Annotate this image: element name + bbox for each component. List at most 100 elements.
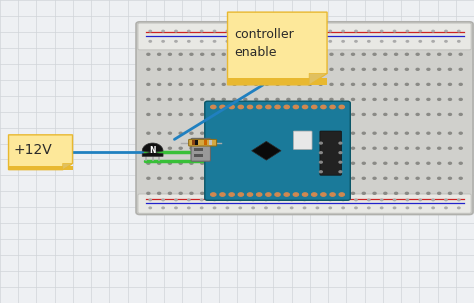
Circle shape — [210, 105, 216, 109]
Circle shape — [222, 113, 225, 115]
Circle shape — [226, 199, 228, 201]
Circle shape — [381, 30, 383, 32]
Circle shape — [239, 207, 241, 209]
Circle shape — [229, 105, 234, 109]
Circle shape — [373, 177, 376, 179]
Circle shape — [394, 53, 398, 55]
Circle shape — [158, 192, 161, 194]
Circle shape — [265, 83, 268, 85]
Circle shape — [309, 147, 311, 149]
Circle shape — [158, 147, 161, 149]
Text: controller
enable: controller enable — [235, 28, 294, 59]
Circle shape — [368, 30, 370, 32]
Circle shape — [190, 53, 193, 55]
Circle shape — [298, 132, 301, 134]
Circle shape — [427, 53, 430, 55]
Circle shape — [233, 98, 236, 100]
Circle shape — [448, 98, 451, 100]
Circle shape — [168, 68, 172, 70]
Circle shape — [162, 199, 164, 201]
Circle shape — [293, 105, 299, 109]
Circle shape — [384, 113, 387, 115]
Circle shape — [265, 147, 268, 149]
Circle shape — [276, 53, 279, 55]
Circle shape — [213, 207, 216, 209]
Circle shape — [342, 41, 344, 42]
Circle shape — [384, 177, 387, 179]
Circle shape — [341, 132, 344, 134]
Circle shape — [405, 98, 409, 100]
Circle shape — [342, 30, 344, 32]
Circle shape — [175, 199, 177, 201]
Circle shape — [147, 162, 150, 164]
Circle shape — [276, 98, 279, 100]
Circle shape — [405, 132, 409, 134]
Circle shape — [329, 207, 331, 209]
Circle shape — [373, 132, 376, 134]
Bar — [194, 148, 203, 151]
Circle shape — [459, 177, 462, 179]
Circle shape — [255, 132, 257, 134]
Circle shape — [255, 68, 257, 70]
Circle shape — [158, 98, 161, 100]
Circle shape — [419, 30, 421, 32]
Circle shape — [405, 192, 409, 194]
Circle shape — [149, 207, 152, 209]
Circle shape — [362, 113, 365, 115]
Circle shape — [459, 68, 462, 70]
Circle shape — [405, 68, 409, 70]
Circle shape — [341, 68, 344, 70]
Circle shape — [309, 68, 311, 70]
Circle shape — [319, 98, 322, 100]
Circle shape — [406, 199, 409, 201]
Circle shape — [244, 147, 247, 149]
Circle shape — [352, 113, 355, 115]
Circle shape — [276, 83, 279, 85]
Circle shape — [416, 132, 419, 134]
Circle shape — [330, 162, 333, 164]
Circle shape — [265, 177, 268, 179]
Circle shape — [309, 177, 311, 179]
Circle shape — [341, 162, 344, 164]
Circle shape — [179, 53, 182, 55]
Circle shape — [381, 199, 383, 201]
Circle shape — [229, 193, 234, 196]
Polygon shape — [228, 12, 327, 85]
FancyBboxPatch shape — [136, 22, 473, 215]
Circle shape — [211, 68, 215, 70]
Circle shape — [309, 98, 311, 100]
Circle shape — [291, 199, 293, 201]
Circle shape — [438, 68, 441, 70]
Circle shape — [287, 83, 290, 85]
Circle shape — [188, 199, 190, 201]
Circle shape — [190, 98, 193, 100]
Circle shape — [341, 177, 344, 179]
Circle shape — [427, 113, 430, 115]
Circle shape — [368, 41, 370, 42]
Circle shape — [427, 68, 430, 70]
Circle shape — [459, 132, 462, 134]
Circle shape — [438, 98, 441, 100]
Circle shape — [459, 192, 462, 194]
Circle shape — [362, 53, 365, 55]
Circle shape — [394, 98, 398, 100]
Circle shape — [339, 161, 342, 163]
Circle shape — [362, 132, 365, 134]
Circle shape — [266, 105, 271, 109]
Circle shape — [342, 199, 344, 201]
Circle shape — [298, 83, 301, 85]
Circle shape — [362, 177, 365, 179]
Circle shape — [298, 177, 301, 179]
Circle shape — [394, 83, 398, 85]
Circle shape — [233, 162, 236, 164]
Circle shape — [147, 113, 150, 115]
Circle shape — [239, 199, 241, 201]
Circle shape — [362, 162, 365, 164]
Circle shape — [265, 132, 268, 134]
Circle shape — [190, 177, 193, 179]
Circle shape — [244, 177, 247, 179]
Circle shape — [179, 83, 182, 85]
Circle shape — [265, 192, 268, 194]
FancyBboxPatch shape — [189, 139, 217, 146]
Circle shape — [278, 30, 280, 32]
